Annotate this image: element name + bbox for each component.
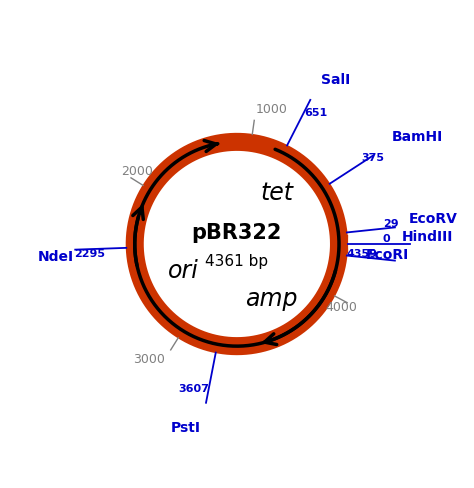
Text: 2000: 2000 xyxy=(121,165,153,178)
Text: 4000: 4000 xyxy=(325,302,357,314)
Text: PstI: PstI xyxy=(171,421,201,435)
Text: 3000: 3000 xyxy=(133,353,164,366)
Text: HindIII: HindIII xyxy=(401,230,453,244)
Text: amp: amp xyxy=(245,287,298,311)
Text: BamHI: BamHI xyxy=(392,129,443,143)
Text: 651: 651 xyxy=(304,107,327,118)
Text: 1000: 1000 xyxy=(256,102,288,116)
Text: 29: 29 xyxy=(383,219,399,229)
Text: 3607: 3607 xyxy=(178,384,209,394)
Text: EcoRV: EcoRV xyxy=(409,212,458,226)
Text: NdeI: NdeI xyxy=(37,250,73,264)
Text: SalI: SalI xyxy=(320,73,350,87)
Text: tet: tet xyxy=(261,181,293,204)
Text: 4359: 4359 xyxy=(347,249,378,259)
Text: pBR322: pBR322 xyxy=(191,223,282,243)
Text: 0: 0 xyxy=(382,234,390,244)
Text: EcoRI: EcoRI xyxy=(366,248,409,262)
Text: 375: 375 xyxy=(362,153,385,163)
Text: ori: ori xyxy=(168,259,199,283)
Text: 4361 bp: 4361 bp xyxy=(205,254,268,268)
Text: 2295: 2295 xyxy=(74,249,105,259)
